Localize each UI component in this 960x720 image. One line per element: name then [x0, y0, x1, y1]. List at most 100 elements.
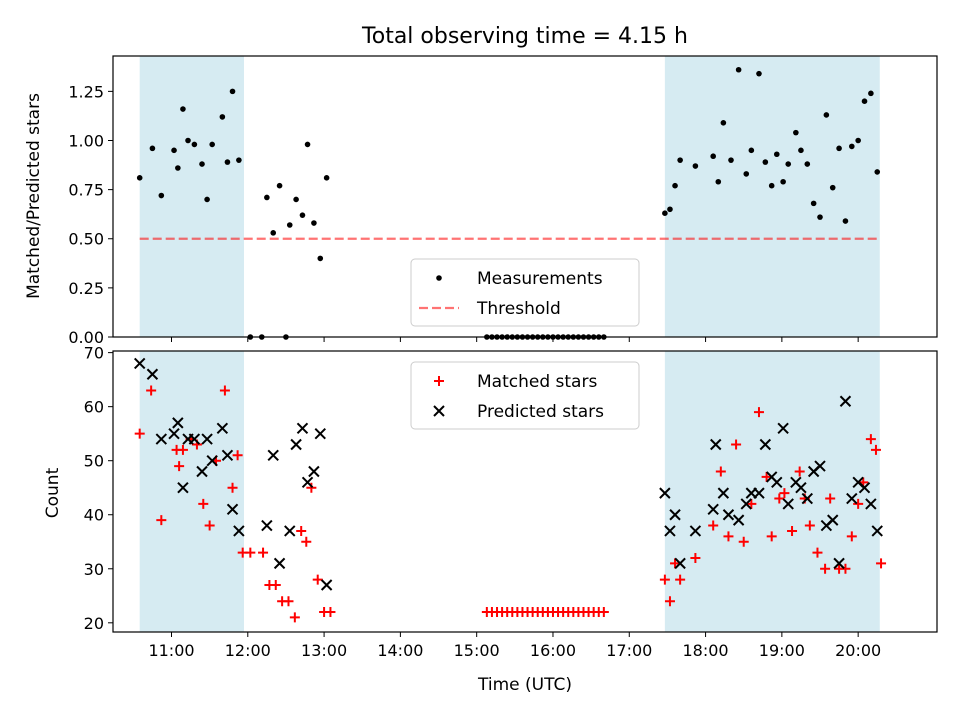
matched-star-marker — [598, 607, 609, 618]
measurement-point — [264, 194, 270, 201]
measurement-point — [855, 137, 861, 144]
matched-star-marker — [876, 558, 887, 569]
measurement-point — [199, 161, 205, 167]
predicted-star-marker — [133, 357, 146, 370]
predicted-star-marker — [284, 525, 296, 537]
measurement-point — [304, 141, 311, 148]
measurement-point — [728, 157, 734, 163]
matched-star-marker — [738, 536, 749, 547]
legend-box — [410, 361, 640, 430]
measurement-point — [667, 206, 673, 213]
predicted-star-marker — [320, 579, 333, 591]
measurement-point — [874, 169, 881, 175]
x-tick-label: 13:00 — [301, 641, 347, 660]
matched-star-marker — [204, 520, 215, 531]
measurement-point — [323, 175, 330, 181]
legend-matched-marker — [434, 376, 444, 386]
x-tick-label: 18:00 — [683, 641, 729, 660]
measurement-point — [829, 184, 836, 191]
matched-star-marker — [664, 596, 675, 607]
matched-star-marker — [853, 498, 864, 509]
predicted-star-marker — [710, 438, 722, 451]
predicted-star-marker — [221, 449, 234, 462]
matched-star-marker — [766, 531, 777, 542]
predicted-star-marker — [301, 476, 314, 489]
y-tick-label: 70 — [84, 344, 104, 363]
predicted-star-marker — [865, 498, 877, 510]
shaded-interval-1 — [139, 56, 244, 337]
legend-label: Measurements — [477, 269, 603, 289]
measurement-point — [720, 120, 727, 126]
predicted-star-marker — [801, 492, 814, 505]
y-tick-label: 0.75 — [68, 181, 104, 200]
matched-star-marker — [227, 482, 238, 493]
predicted-star-marker — [196, 465, 208, 478]
measurement-point — [836, 145, 842, 152]
matched-star-marker — [804, 520, 815, 531]
predicted-star-marker — [771, 476, 783, 489]
x-tick-label: 20:00 — [835, 641, 881, 660]
x-tick-label: 14:00 — [377, 641, 423, 660]
predicted-star-marker — [674, 557, 686, 570]
matched-star-marker — [690, 552, 701, 563]
matched-star-marker — [146, 385, 157, 396]
matched-star-marker — [787, 525, 798, 536]
predicted-star-marker — [146, 368, 159, 380]
matched-star-marker — [312, 574, 323, 585]
matched-star-marker — [258, 547, 269, 558]
predicted-star-marker — [717, 487, 730, 499]
predicted-star-marker — [177, 482, 189, 494]
x-tick-label: 11:00 — [148, 641, 194, 660]
predicted-star-marker — [168, 427, 180, 440]
matched-star-marker — [779, 488, 790, 499]
predicted-star-marker — [233, 525, 245, 537]
measurement-point — [817, 214, 823, 220]
predicted-star-marker — [216, 422, 229, 434]
matched-star-marker — [723, 531, 734, 542]
matched-star-marker — [812, 547, 823, 558]
measurement-point — [317, 255, 324, 262]
y-tick-label: 40 — [84, 506, 104, 525]
matched-star-marker — [659, 574, 670, 585]
shaded-interval-1 — [139, 351, 244, 632]
matched-star-marker — [761, 471, 772, 482]
y-tick-label: 50 — [84, 452, 104, 471]
predicted-star-marker — [732, 514, 745, 526]
measurement-point — [672, 182, 678, 189]
measurement-point — [735, 66, 742, 73]
predicted-star-marker — [314, 427, 326, 440]
matched-star-marker — [245, 547, 256, 558]
legend-measurement-marker — [436, 275, 442, 281]
predicted-star-marker — [839, 395, 852, 407]
x-tick-label: 15:00 — [454, 641, 500, 660]
measurement-point — [191, 141, 198, 148]
legend-label: Matched stars — [477, 372, 597, 392]
legend-box — [410, 258, 640, 327]
y-tick-label: 30 — [84, 560, 104, 579]
predicted-star-marker — [740, 498, 752, 510]
predicted-star-marker — [833, 557, 845, 570]
matched-star-marker — [325, 607, 336, 618]
measurement-point — [849, 143, 855, 150]
measurement-point — [810, 200, 817, 207]
measurement-point — [743, 171, 750, 177]
y-tick-label: 0.00 — [68, 328, 104, 347]
predicted-star-marker — [753, 487, 765, 499]
shaded-interval-2 — [664, 56, 880, 337]
measurement-point — [692, 163, 699, 169]
predicted-star-marker — [759, 438, 772, 451]
measurement-point — [842, 218, 849, 224]
counts-plot-area: 20 30 40 50 60 70 11:00 12:00 13:00 14:00 15:00 16:… — [84, 344, 938, 660]
measurement-point — [756, 70, 762, 77]
predicted-star-marker — [669, 509, 681, 521]
y-tick-label: 1.25 — [68, 82, 104, 101]
measurement-point — [276, 182, 283, 189]
measurement-point — [293, 196, 299, 203]
matched-star-marker — [306, 482, 317, 493]
x-tick-label: 19:00 — [759, 641, 805, 660]
measurement-point — [823, 112, 830, 118]
matched-star-marker — [774, 493, 785, 504]
matched-star-marker — [198, 498, 209, 509]
predicted-star-marker — [188, 433, 201, 445]
measurement-point — [219, 114, 226, 120]
